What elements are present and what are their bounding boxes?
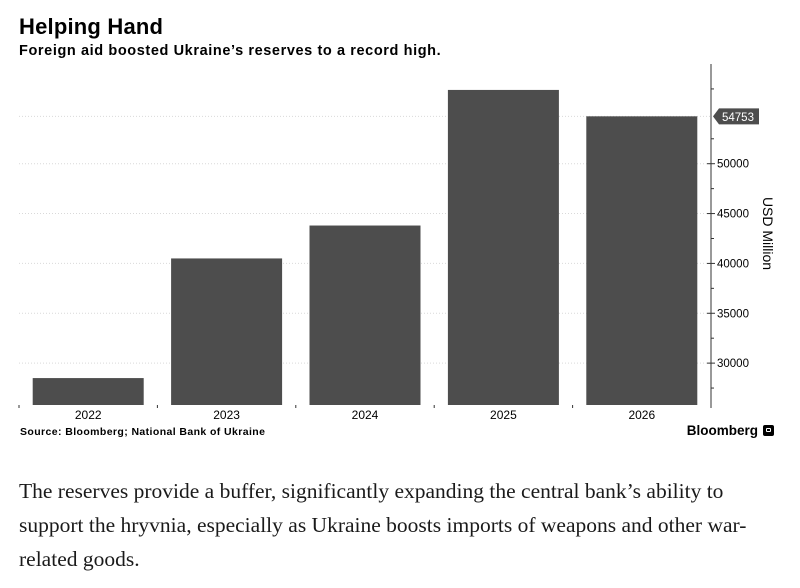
bloomberg-terminal-icon	[763, 425, 774, 436]
bar-2025	[447, 89, 559, 405]
y-tick-label: 35000	[717, 308, 749, 320]
chart-title: Helping Hand	[19, 14, 164, 39]
bar-2022	[32, 378, 144, 405]
y-tick-label: 50000	[717, 159, 749, 171]
y-tick-label: 45000	[717, 209, 749, 221]
x-tick-label: 2022	[75, 408, 102, 422]
x-tick-label: 2023	[213, 408, 240, 422]
last-value-flag	[713, 108, 759, 125]
brand-name: Bloomberg	[686, 423, 758, 438]
x-tick-label: 2026	[628, 408, 655, 422]
article-paragraph: The reserves provide a buffer, significa…	[19, 479, 747, 571]
last-value-label: 54753	[722, 112, 754, 124]
y-tick-label: 30000	[717, 358, 749, 370]
bar-2024	[309, 225, 421, 405]
y-axis-title: USD Million	[760, 197, 776, 270]
source-note: Source: Bloomberg; National Bank of Ukra…	[20, 426, 266, 438]
y-tick-label: 40000	[717, 258, 749, 270]
x-tick-label: 2024	[352, 408, 379, 422]
bar-2026	[586, 116, 698, 405]
bar-2023	[171, 258, 283, 405]
chart-subtitle: Foreign aid boosted Ukraine’s reserves t…	[19, 43, 442, 59]
x-tick-label: 2025	[490, 408, 517, 422]
brand-logo: Bloomberg	[687, 423, 774, 438]
